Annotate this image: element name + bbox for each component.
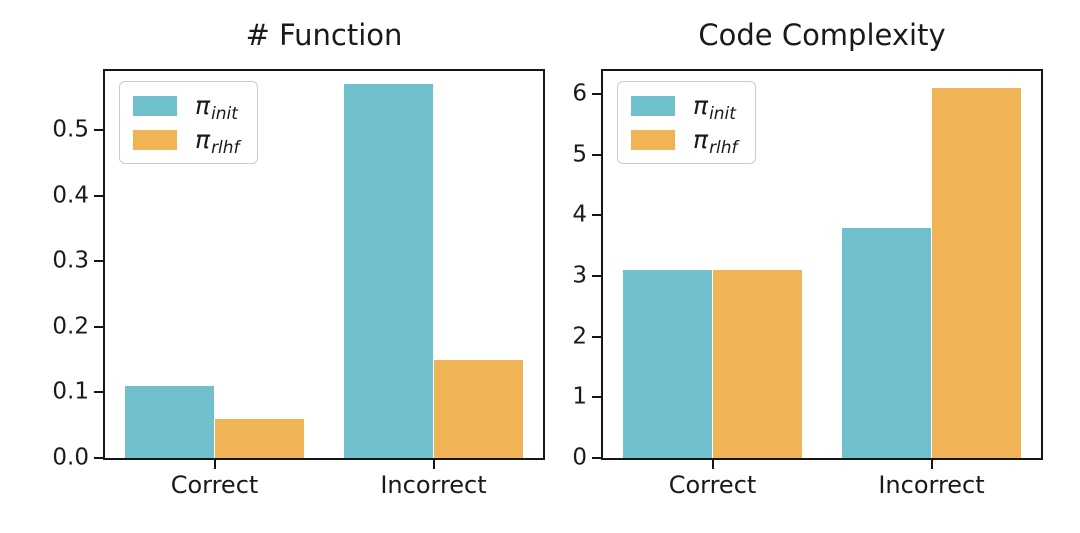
legend-swatch-pi_init — [133, 95, 177, 116]
legend-label-subscript: init — [709, 104, 736, 124]
x-tick-label-incorrect: Incorrect — [878, 471, 985, 499]
y-tick-label: 3 — [572, 262, 587, 289]
y-tick-label: 0.0 — [52, 444, 89, 471]
complexity-chart-legend: πinit πrlhf — [617, 81, 756, 164]
y-tick-label: 0.3 — [52, 247, 89, 274]
bar-pi_init-incorrect — [343, 84, 434, 458]
x-tick-label-correct: Correct — [668, 471, 757, 499]
x-tick-label-incorrect: Incorrect — [380, 471, 487, 499]
legend-label-pi_rlhf: πrlhf — [693, 125, 738, 157]
y-tick-mark — [94, 260, 103, 263]
y-tick-mark — [592, 153, 601, 156]
legend-item-pi_init: πinit — [631, 91, 737, 123]
y-tick-label: 0.1 — [52, 378, 89, 405]
y-tick-mark — [592, 93, 601, 96]
bar-pi_rlhf-correct — [712, 269, 803, 458]
bar-pi_rlhf-incorrect — [931, 87, 1022, 458]
legend-item-pi_init: πinit — [133, 91, 239, 123]
x-tick-label-correct: Correct — [170, 471, 259, 499]
legend-swatch-pi_rlhf — [133, 129, 177, 150]
bar-pi_rlhf-incorrect — [433, 359, 524, 458]
bar-pi_init-correct — [622, 269, 713, 458]
legend-swatch-pi_init — [631, 95, 675, 116]
complexity-chart-title: Code Complexity — [698, 18, 946, 52]
y-tick-label: 0.2 — [52, 313, 89, 340]
y-tick-mark — [94, 325, 103, 328]
bar-pi_init-correct — [124, 385, 215, 458]
y-tick-mark — [94, 391, 103, 394]
legend-swatch-pi_rlhf — [631, 129, 675, 150]
legend-label-pi_init: πinit — [693, 91, 736, 123]
bar-pi_rlhf-correct — [214, 418, 305, 458]
x-tick-mark — [213, 460, 216, 469]
legend-label-pi_init: πinit — [195, 91, 238, 123]
legend-label-symbol: π — [693, 91, 709, 120]
y-tick-mark — [592, 457, 601, 459]
y-tick-label: 0 — [572, 444, 587, 471]
y-tick-mark — [592, 335, 601, 338]
y-tick-label: 0.5 — [52, 116, 89, 143]
complexity-chart-plot-area: Code Complexity πinit πrlhf 0 1 2 3 4 5 6 Correc… — [572, 18, 1043, 497]
legend-label-symbol: π — [693, 125, 709, 154]
legend-label-subscript: init — [211, 104, 238, 124]
legend-label-subscript: rlhf — [709, 138, 738, 158]
x-tick-mark — [930, 460, 933, 469]
y-tick-mark — [94, 194, 103, 197]
y-tick-label: 1 — [572, 383, 587, 410]
function-chart-legend: πinit πrlhf — [119, 81, 258, 164]
y-tick-label: 2 — [572, 323, 587, 350]
bar-pi_init-incorrect — [841, 227, 932, 458]
y-tick-label: 6 — [572, 80, 587, 107]
y-tick-mark — [94, 457, 103, 459]
y-tick-mark — [592, 214, 601, 217]
legend-label-subscript: rlhf — [211, 138, 240, 158]
function-chart-title: # Function — [245, 18, 403, 52]
y-tick-label: 4 — [572, 201, 587, 228]
function-chart-plot-area: # Function πinit πrlhf 0.0 0.1 0.2 0.3 0.4 0.5… — [52, 18, 545, 497]
legend-label-symbol: π — [195, 125, 211, 154]
y-tick-mark — [592, 275, 601, 278]
x-tick-mark — [432, 460, 435, 469]
y-tick-label: 5 — [572, 141, 587, 168]
legend-label-symbol: π — [195, 91, 211, 120]
legend-label-pi_rlhf: πrlhf — [195, 125, 240, 157]
y-tick-mark — [94, 129, 103, 132]
legend-item-pi_rlhf: πrlhf — [133, 125, 240, 157]
y-tick-mark — [592, 396, 601, 399]
x-tick-mark — [711, 460, 714, 469]
y-tick-label: 0.4 — [52, 182, 89, 209]
legend-item-pi_rlhf: πrlhf — [631, 125, 738, 157]
